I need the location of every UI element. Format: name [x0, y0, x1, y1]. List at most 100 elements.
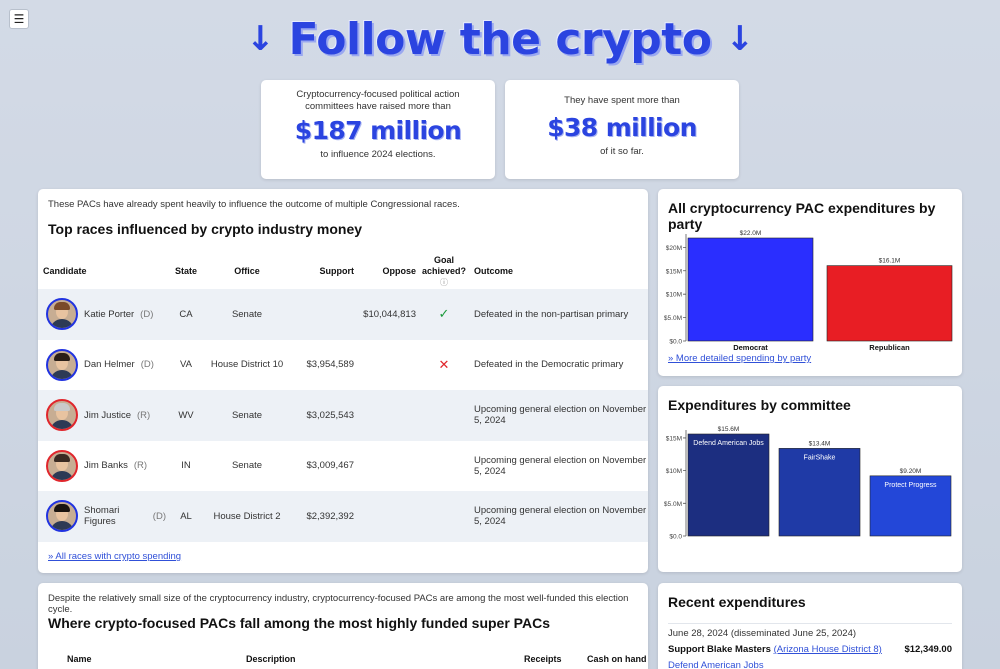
arrow-down-icon: ↓: [725, 19, 755, 59]
races-intro: These PACs have already spent heavily to…: [48, 199, 460, 210]
stat-card-raised: Cryptocurrency-focused political action …: [261, 80, 495, 179]
y-tick-label: $20M: [666, 245, 682, 252]
race-row: Jim Banks (R) IN Senate $3,009,467 Upcoming g…: [38, 441, 648, 492]
committee-link[interactable]: Defend American Jobs: [668, 660, 764, 669]
races-table: Candidate State Office Support Oppose Go…: [38, 253, 648, 542]
category-label: Protect Progress: [884, 482, 937, 489]
outcome-cell: Upcoming general election on November 5,…: [470, 491, 648, 542]
col-receipts: Receipts: [524, 654, 562, 664]
candidate-cell: Shomari Figures (D): [38, 491, 166, 542]
outcome-cell: Defeated in the Democratic primary: [474, 359, 624, 371]
state-cell: WV: [166, 390, 206, 441]
recent-expenditures-card: Recent expenditures June 28, 2024 (disse…: [658, 583, 962, 669]
y-tick-label: $10M: [666, 292, 682, 299]
top-races-card: These PACs have already spent heavily to…: [38, 189, 648, 573]
candidate-cell: Jim Justice (R): [38, 390, 166, 441]
y-tick-label: $0.0: [669, 534, 682, 541]
office-cell: Senate: [231, 460, 263, 472]
candidate-name: Shomari Figures: [84, 505, 120, 528]
candidate-name: Katie Porter: [84, 308, 135, 320]
data-label: $15.6M: [718, 426, 740, 433]
committee-chart-heading: Expenditures by committee: [668, 397, 851, 413]
candidate-cell: Jim Banks (R): [38, 441, 166, 492]
category-label: Democrat: [733, 343, 768, 352]
state-cell: AL: [166, 491, 206, 542]
stat-amount: $38 million: [547, 113, 697, 142]
oppose-cell: [354, 491, 418, 542]
divider: [668, 623, 952, 624]
support-cell: $3,025,543: [288, 390, 354, 441]
category-label: FairShake: [804, 454, 836, 461]
stat-card-spent: They have spent more than $38 million of…: [505, 80, 739, 179]
expenditure-target: Support Blake Masters: [668, 644, 771, 655]
outcome-cell: Upcoming general election on November 5,…: [470, 390, 648, 441]
col-cash: Cash on hand: [587, 654, 647, 664]
races-heading: Top races influenced by crypto industry …: [48, 221, 363, 237]
super-pacs-intro: Despite the relatively small size of the…: [48, 593, 629, 615]
data-label: $13.4M: [809, 440, 831, 447]
expenditure-desc: Support Blake Masters (Arizona House Dis…: [668, 644, 882, 655]
candidate-party: (R): [136, 409, 151, 421]
info-icon[interactable]: ⓘ: [440, 277, 448, 287]
expenditure-amount: $12,349.00: [904, 644, 952, 655]
col-state: State: [174, 266, 197, 276]
col-candidate: Candidate: [43, 266, 87, 276]
state-cell: VA: [180, 359, 192, 371]
bar: [687, 237, 814, 342]
hamburger-menu-icon: ☰: [13, 12, 25, 26]
recent-heading: Recent expenditures: [668, 594, 806, 610]
bar: [687, 433, 770, 537]
y-tick-label: $15M: [666, 435, 682, 442]
col-office: Office: [234, 266, 260, 276]
oppose-cell: [354, 340, 418, 391]
stat-pre-text: Cryptocurrency-focused political action …: [296, 89, 460, 112]
col-goal-label: Goal achieved?: [421, 254, 467, 276]
super-pacs-card: Despite the relatively small size of the…: [38, 583, 648, 669]
y-tick-label: $5.0M: [664, 501, 682, 508]
office-cell: Senate: [206, 289, 288, 340]
outcome-cell: Defeated in the non-partisan primary: [470, 289, 648, 340]
hero-header: ↓ Follow the crypto ↓: [0, 8, 1000, 70]
candidate-cell: Dan Helmer (D): [38, 340, 166, 391]
goal-cross-icon: ✕: [438, 356, 450, 372]
y-tick-label: $5.0M: [664, 315, 682, 322]
col-oppose: Oppose: [382, 266, 416, 276]
race-row: Katie Porter (D) CA Senate $10,044,813 ✓ Defea…: [38, 289, 648, 340]
bar: [826, 265, 953, 342]
category-label: Republican: [869, 343, 910, 352]
bar: [778, 448, 861, 537]
goal-check-icon: ✓: [438, 306, 450, 322]
candidate-name: Jim Justice: [84, 409, 131, 421]
party-detail-link[interactable]: » More detailed spending by party: [668, 353, 812, 364]
super-pacs-heading: Where crypto-focused PACs fall among the…: [48, 615, 550, 631]
data-label: $16.1M: [879, 258, 901, 265]
menu-button[interactable]: ☰: [9, 9, 29, 29]
candidate-party: (D): [140, 359, 154, 371]
y-tick-label: $15M: [666, 268, 682, 275]
district-link[interactable]: (Arizona House District 8): [773, 644, 882, 655]
support-cell: $3,954,589: [306, 359, 354, 371]
arrow-down-icon: ↓: [245, 19, 275, 59]
data-label: $9.20M: [900, 468, 922, 475]
candidate-party: (D): [152, 510, 166, 522]
stat-post-text: to influence 2024 elections.: [320, 149, 436, 160]
support-cell: [288, 289, 354, 340]
race-row: Dan Helmer (D) VA House District 10 $3,954,5…: [38, 340, 648, 391]
bar: [869, 475, 952, 537]
y-tick-label: $10M: [666, 468, 682, 475]
support-cell: $2,392,392: [288, 491, 354, 542]
y-tick-label: $0.0: [669, 339, 682, 346]
oppose-cell: [354, 441, 418, 492]
office-cell: Senate: [206, 390, 288, 441]
office-cell: House District 2: [206, 491, 288, 542]
col-name: Name: [67, 654, 92, 664]
data-label: $22.0M: [740, 230, 762, 237]
party-chart-card: All cryptocurrency PAC expenditures by p…: [658, 189, 962, 376]
col-support: Support: [319, 266, 355, 276]
support-cell: $3,009,467: [306, 460, 354, 472]
oppose-cell: $10,044,813: [354, 289, 418, 340]
committee-chart-card: Expenditures by committee $0.0 $5.0M $10M $…: [658, 386, 962, 572]
category-label: Defend American Jobs: [693, 440, 764, 447]
candidate-name: Dan Helmer: [84, 359, 135, 371]
all-races-link[interactable]: » All races with crypto spending: [48, 551, 182, 562]
